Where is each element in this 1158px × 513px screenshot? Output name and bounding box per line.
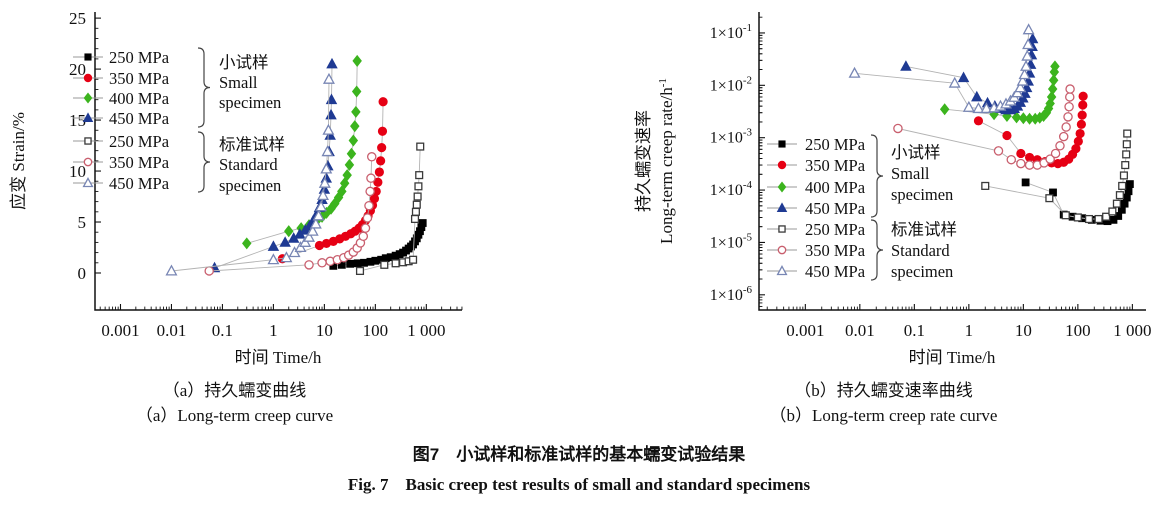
svg-text:400 MPa: 400 MPa: [805, 178, 866, 197]
panel-a: 0.001 0.01 0.1 1 10 100 1 000 0 5 10 15 20 25 时间 Time…: [0, 0, 579, 428]
axis-labels: 时间 Time/h 应变 Strain/%: [9, 112, 322, 367]
svg-text:1×10-4: 1×10-4: [710, 179, 753, 199]
series-250mpa-standard: [981, 129, 1132, 224]
creep-curve-chart: 0.001 0.01 0.1 1 10 100 1 000 0 5 10 15 20 25 时间 Time…: [9, 9, 463, 367]
x-axis-ticks: 0.001 0.01 0.1 1 10 100 1 000: [766, 304, 1151, 340]
svg-text:0.1: 0.1: [904, 321, 925, 340]
svg-text:1 000: 1 000: [407, 321, 445, 340]
svg-text:250 MPa: 250 MPa: [109, 48, 170, 67]
panel-b-caption-en: （b）Long-term creep rate curve: [769, 406, 998, 425]
svg-text:250 MPa: 250 MPa: [805, 220, 866, 239]
series-450mpa-standard: [848, 23, 1035, 114]
panel-b: 0.001 0.01 0.1 1 10 100 1 000 1×10-1 1×10-2 1×10-…: [579, 0, 1158, 428]
charts-row: 0.001 0.01 0.1 1 10 100 1 000 0 5 10 15 20 25 时间 Time…: [0, 0, 1158, 428]
svg-text:450 MPa: 450 MPa: [109, 109, 170, 128]
svg-text:Small: Small: [219, 73, 258, 92]
creep-rate-chart: 0.001 0.01 0.1 1 10 100 1 0001×10-11×10-21×10-…: [634, 12, 1151, 367]
svg-text:400 MPa: 400 MPa: [109, 89, 170, 108]
figure-caption-zh: 图7 小试样和标准试样的基本蠕变试验结果: [412, 445, 746, 464]
svg-text:specimen: specimen: [891, 262, 953, 281]
svg-text:1×10-1: 1×10-1: [710, 22, 752, 42]
svg-text:450 MPa: 450 MPa: [805, 199, 866, 218]
svg-text:0.01: 0.01: [157, 321, 187, 340]
svg-text:15: 15: [69, 111, 86, 130]
svg-text:1×10-6: 1×10-6: [710, 284, 753, 304]
svg-text:1 000: 1 000: [1113, 321, 1151, 340]
legend: 250 MPa 350 MPa 400 MPa 450 MPa 250 MPa 350 M…: [767, 134, 957, 281]
svg-text:标准试样: 标准试样: [891, 220, 957, 239]
svg-text:0.1: 0.1: [212, 321, 233, 340]
svg-text:350 MPa: 350 MPa: [805, 156, 866, 175]
series-250mpa-standard: [355, 142, 425, 276]
svg-text:350 MPa: 350 MPa: [805, 241, 866, 260]
svg-text:10: 10: [69, 162, 86, 181]
svg-text:100: 100: [1065, 321, 1091, 340]
y-axis-ticks: 1×10-1 1×10-2 1×10-3 1×10-4 1×10-5 1×10-6: [710, 16, 765, 307]
svg-text:450 MPa: 450 MPa: [109, 174, 170, 193]
svg-text:0: 0: [78, 264, 87, 283]
svg-text:持久蠕变速率: 持久蠕变速率: [634, 110, 653, 212]
svg-text:Standard: Standard: [219, 155, 278, 174]
svg-text:1: 1: [965, 321, 974, 340]
svg-text:450 MPa: 450 MPa: [805, 262, 866, 281]
svg-text:1: 1: [269, 321, 278, 340]
axis-labels: 时间 Time/h 持久蠕变速率 Long-term creep rate/h-1: [634, 78, 996, 367]
svg-text:25: 25: [69, 9, 86, 28]
svg-text:0.001: 0.001: [101, 321, 139, 340]
panel-a-caption-en: （a）Long-term creep curve: [135, 406, 334, 425]
svg-text:350 MPa: 350 MPa: [109, 153, 170, 172]
x-axis-ticks: 0.001 0.01 0.1 1 10 100 1 000: [99, 304, 463, 340]
axes: [758, 12, 1146, 311]
panel-a-caption-zh: （a）持久蠕变曲线: [162, 381, 307, 400]
svg-text:小试样: 小试样: [219, 53, 269, 72]
svg-text:20: 20: [69, 60, 86, 79]
panel-b-caption-zh: （b）持久蠕变速率曲线: [794, 381, 973, 400]
series-250mpa-small: [329, 219, 427, 270]
svg-text:应变 Strain/%: 应变 Strain/%: [9, 112, 28, 210]
svg-text:250 MPa: 250 MPa: [805, 135, 866, 154]
svg-text:Standard: Standard: [891, 241, 950, 260]
svg-text:specimen: specimen: [219, 93, 281, 112]
svg-text:标准试样: 标准试样: [219, 135, 285, 154]
series-400mpa-small: [939, 60, 1060, 125]
svg-text:Small: Small: [891, 164, 930, 183]
svg-text:250 MPa: 250 MPa: [109, 132, 170, 151]
series-450mpa-standard: [165, 72, 335, 276]
y-axis-ticks: 0 5 10 15 20 25: [69, 9, 101, 283]
series-350mpa-small: [973, 91, 1088, 169]
svg-text:10: 10: [1015, 321, 1032, 340]
svg-text:时间 Time/h: 时间 Time/h: [909, 348, 996, 367]
series-350mpa-standard: [893, 84, 1075, 170]
svg-text:Long-term creep rate/h-1: Long-term creep rate/h-1: [657, 78, 676, 244]
svg-text:specimen: specimen: [219, 176, 281, 195]
svg-text:小试样: 小试样: [891, 143, 941, 162]
svg-text:350 MPa: 350 MPa: [109, 69, 170, 88]
svg-text:1×10-5: 1×10-5: [710, 231, 753, 251]
svg-text:specimen: specimen: [891, 185, 953, 204]
svg-text:1×10-2: 1×10-2: [710, 74, 752, 94]
series-350mpa-standard: [204, 152, 377, 276]
svg-text:1×10-3: 1×10-3: [710, 127, 753, 147]
svg-text:100: 100: [363, 321, 389, 340]
svg-text:0.001: 0.001: [786, 321, 824, 340]
figure-caption-en: Fig. 7 Basic creep test results of small…: [347, 475, 811, 494]
svg-text:10: 10: [316, 321, 333, 340]
svg-text:5: 5: [78, 213, 87, 232]
svg-text:时间 Time/h: 时间 Time/h: [235, 348, 322, 367]
svg-text:0.01: 0.01: [845, 321, 875, 340]
